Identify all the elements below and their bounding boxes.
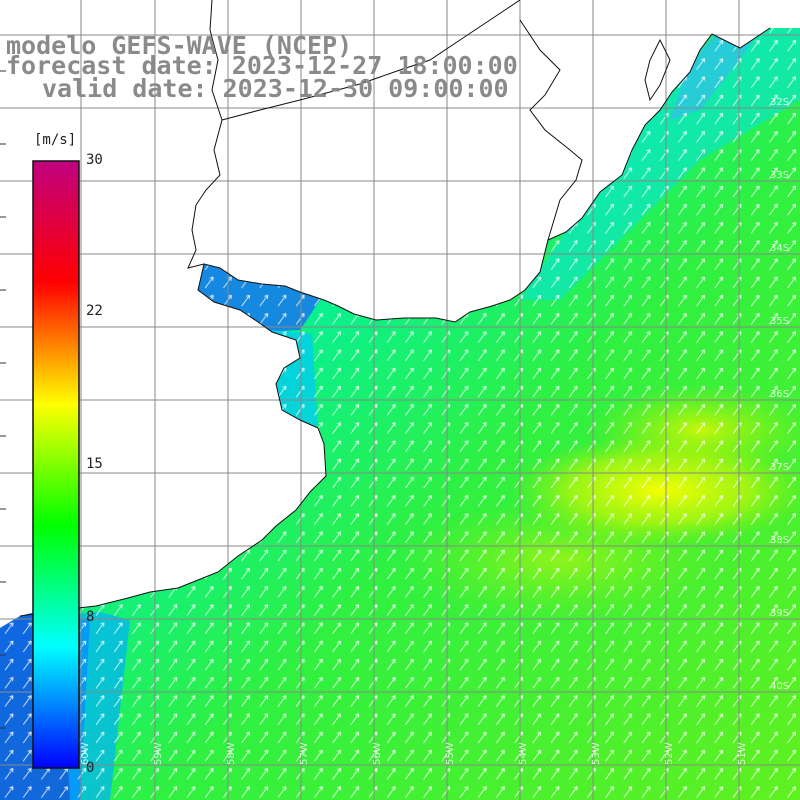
left-ticks xyxy=(0,70,6,729)
colorbar-tick-8: 8 xyxy=(86,609,95,625)
title-forecast-date: forecast date: 2023-12-27 18:00:00 xyxy=(6,51,518,80)
title-model: modelo GEFS-WAVE (NCEP) xyxy=(6,31,353,60)
latitude-labels: 32S 33S 34S 35S 36S 37S 38S 39S 40S xyxy=(770,97,789,692)
lat-label: 39S xyxy=(770,608,789,619)
uruguay-border xyxy=(187,0,583,269)
colorbar xyxy=(32,160,80,769)
lat-label: 33S xyxy=(770,170,789,181)
lat-label: 37S xyxy=(770,462,789,473)
colorbar-tick-30: 30 xyxy=(86,152,103,168)
lon-label: 54W xyxy=(518,742,529,765)
colorbar-tick-15: 15 xyxy=(86,456,103,472)
lon-label: 57W xyxy=(299,742,310,765)
coastline xyxy=(19,27,771,617)
colorbar-unit: [m/s] xyxy=(34,132,77,148)
lat-label: 34S xyxy=(770,243,789,254)
lon-label: 58W xyxy=(226,742,237,765)
lat-label: 35S xyxy=(770,316,789,327)
lon-label: 56W xyxy=(372,742,383,765)
lon-label: 60W xyxy=(80,742,91,765)
lon-label: 59W xyxy=(153,742,164,765)
colorbar-tick-0: 0 xyxy=(86,760,95,776)
title-valid-date: valid date: 2023-12-30 09:00:00 xyxy=(42,74,509,103)
lagoon-outline xyxy=(644,38,671,102)
lon-label: 55W xyxy=(445,742,456,765)
lat-label: 38S xyxy=(770,535,789,546)
lat-label: 40S xyxy=(770,681,789,692)
lon-label: 52W xyxy=(664,742,675,765)
colorbar-tick-22: 22 xyxy=(86,303,103,319)
lon-label: 51W xyxy=(737,742,748,765)
lat-label: 32S xyxy=(770,97,789,108)
lon-label: 53W xyxy=(591,742,602,765)
longitude-labels: 60W 59W 58W 57W 56W 55W 54W 53W 52W 51W xyxy=(80,742,748,765)
lat-label: 36S xyxy=(770,389,789,400)
